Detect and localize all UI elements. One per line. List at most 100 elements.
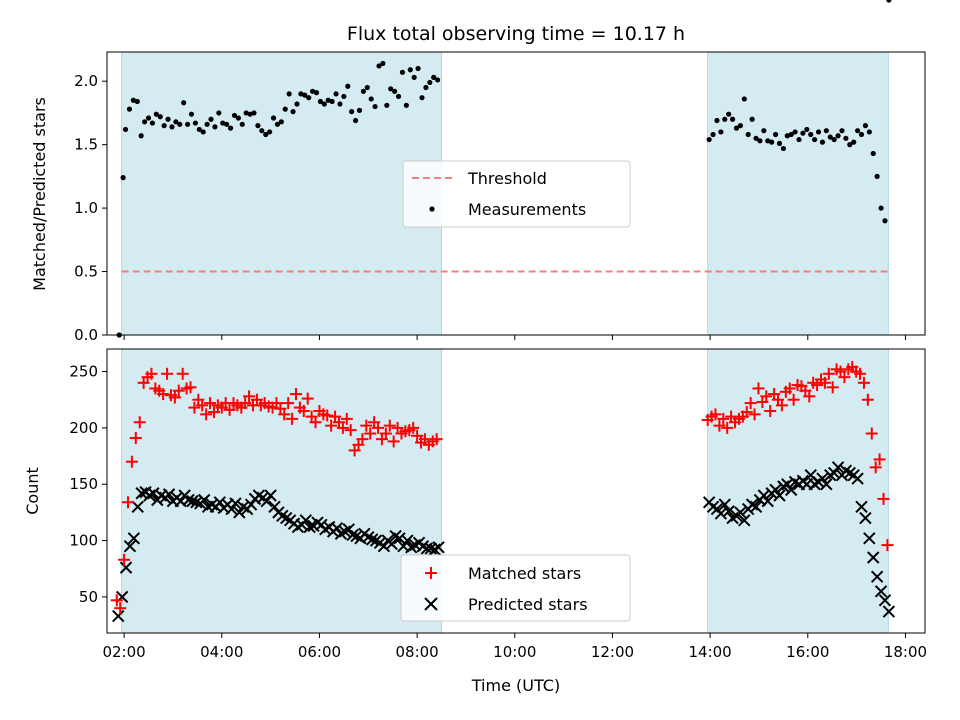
- measurement-point: [247, 111, 253, 117]
- measurement-point: [313, 90, 320, 96]
- predicted-star-marker: [385, 537, 398, 551]
- measurement-point: [718, 129, 724, 135]
- measurement-point: [270, 115, 277, 121]
- measurement-point: [808, 131, 814, 138]
- measurement-point: [403, 102, 409, 108]
- matched-star-marker: [204, 397, 217, 410]
- predicted-star-marker: [734, 506, 747, 519]
- matched-star-marker: [243, 390, 256, 403]
- predicted-legend-swatch: [424, 597, 438, 611]
- measurement-point: [204, 121, 210, 127]
- predicted-star-marker: [123, 540, 137, 553]
- matched-star-marker: [356, 433, 369, 446]
- measurement-point: [714, 117, 720, 124]
- matched-star-marker: [289, 388, 302, 401]
- matched-star-marker: [125, 455, 138, 468]
- matched-star-marker: [325, 419, 338, 432]
- measurement-point: [122, 126, 129, 133]
- measurement-point: [761, 128, 767, 134]
- measurement-point: [200, 129, 206, 135]
- matched-legend-label: Matched stars: [468, 564, 581, 583]
- predicted-star-marker: [874, 585, 888, 598]
- matched-star-marker: [340, 412, 353, 425]
- measurement-point: [415, 65, 421, 72]
- measurement-point: [380, 60, 386, 67]
- predicted-star-marker: [718, 498, 731, 511]
- measurement-point: [157, 114, 163, 120]
- measurement-point: [765, 138, 771, 144]
- matched-star-marker: [760, 390, 773, 403]
- matched-star-marker: [372, 421, 385, 434]
- measurement-point: [188, 111, 195, 117]
- measurement-point: [278, 119, 284, 125]
- measurement-point: [749, 116, 755, 122]
- matched-star-marker: [207, 406, 220, 419]
- matched-star-marker: [787, 393, 800, 406]
- predicted-star-marker: [299, 514, 312, 527]
- measurement-point: [384, 102, 390, 108]
- matched-star-marker: [764, 404, 777, 417]
- matched-star-marker: [129, 432, 142, 445]
- measurement-point: [722, 116, 728, 122]
- measurement-point: [255, 123, 261, 129]
- predicted-star-marker: [851, 472, 864, 485]
- predicted-star-marker: [882, 605, 896, 618]
- matched-star-marker: [861, 393, 874, 406]
- x-tick-label: 16:00: [786, 643, 829, 661]
- matched-star-marker: [748, 408, 761, 421]
- measurement-point: [788, 131, 794, 138]
- predicted-star-marker: [233, 506, 246, 519]
- top-x-ticks: [123, 335, 906, 340]
- measurement-point: [321, 101, 327, 107]
- measurement-point: [757, 138, 763, 144]
- measurement-point: [352, 117, 359, 124]
- measurement-point: [309, 88, 316, 94]
- matched-star-marker: [172, 384, 185, 397]
- matched-star-marker: [775, 399, 788, 412]
- measurement-point: [882, 218, 888, 224]
- measurement-point: [862, 123, 869, 129]
- matched-star-marker: [822, 367, 835, 380]
- bottom-legend: Matched stars Predicted stars: [400, 554, 631, 622]
- measurement-point: [235, 115, 241, 121]
- matched-star-marker: [278, 408, 291, 421]
- measurement-point: [411, 74, 417, 80]
- y-tick-label: 250: [69, 363, 98, 381]
- predicted-star-marker: [757, 489, 771, 502]
- matched-star-marker: [309, 416, 322, 429]
- matched-star-marker: [364, 427, 377, 440]
- measurement-point: [886, 0, 892, 3]
- measurement-point: [251, 110, 257, 116]
- matched-star-marker: [282, 397, 295, 410]
- matched-star-marker: [873, 453, 886, 466]
- measurement-point: [800, 130, 806, 136]
- predicted-star-marker: [784, 483, 798, 497]
- matched-star-marker: [407, 421, 420, 434]
- measurement-point: [372, 103, 378, 110]
- predicted-star-marker: [781, 478, 794, 491]
- predicted-star-marker: [229, 497, 242, 510]
- matched-star-marker: [196, 399, 209, 412]
- measurement-point: [858, 131, 865, 138]
- measurement-point: [733, 125, 740, 131]
- bottom-x-ticks: 02:00 04:00 06:00 08:00 10:00 12:00 14:00 16:00…: [102, 633, 927, 661]
- measurement-point: [181, 100, 187, 106]
- measurement-point: [776, 140, 783, 146]
- measurement-point: [220, 120, 226, 126]
- x-tick-label: 12:00: [591, 643, 634, 661]
- measurement-point: [823, 128, 829, 134]
- measurement-point: [243, 110, 249, 116]
- measurement-point: [208, 116, 214, 122]
- matched-star-marker: [239, 397, 252, 410]
- measurement-point: [784, 133, 790, 139]
- bottom-panel: 50 100 150 200 250 02:00 04:00 06:00 08:00 10:00…: [23, 348, 927, 695]
- bottom-legend-box: [400, 554, 631, 622]
- top-y-ticks: 0.0 0.5 1.0 1.5 2.0: [74, 72, 107, 344]
- measurement-point: [345, 83, 351, 89]
- matched-star-marker: [168, 391, 181, 404]
- predicted-star-marker: [186, 494, 199, 508]
- measurement-point: [161, 123, 167, 129]
- predicted-star-marker: [213, 496, 227, 509]
- y-tick-label: 1.0: [74, 199, 98, 217]
